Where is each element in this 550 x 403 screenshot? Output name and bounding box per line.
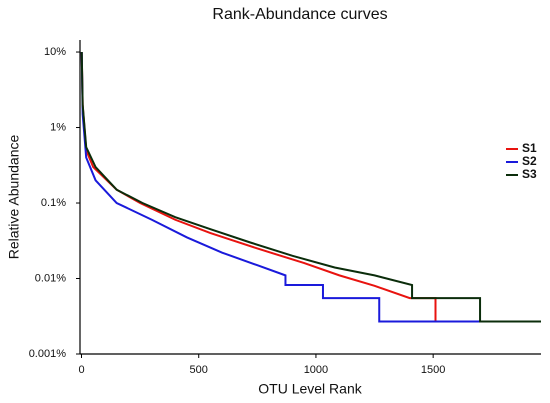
y-tick-label: 0.001%	[29, 348, 67, 360]
y-tick-label: 10%	[44, 46, 66, 58]
x-axis-label: OTU Level Rank	[258, 381, 362, 397]
legend-label: S2	[522, 154, 537, 168]
series-line	[80, 52, 481, 323]
x-tick-label: 1000	[304, 364, 328, 376]
x-tick-label: 500	[190, 364, 208, 376]
series-line	[80, 52, 541, 323]
y-tick-label: 1%	[50, 121, 66, 133]
legend-label: S3	[522, 167, 537, 181]
y-axis-label: Relative Abundance	[6, 135, 22, 260]
x-tick-label: 1500	[421, 364, 445, 376]
legend-label: S1	[522, 141, 537, 155]
x-tick-label: 0	[78, 364, 84, 376]
y-tick-label: 0.01%	[35, 272, 66, 284]
series-line	[80, 52, 541, 323]
chart-title: Rank-Abundance curves	[212, 6, 387, 23]
y-tick-label: 0.1%	[41, 197, 66, 209]
